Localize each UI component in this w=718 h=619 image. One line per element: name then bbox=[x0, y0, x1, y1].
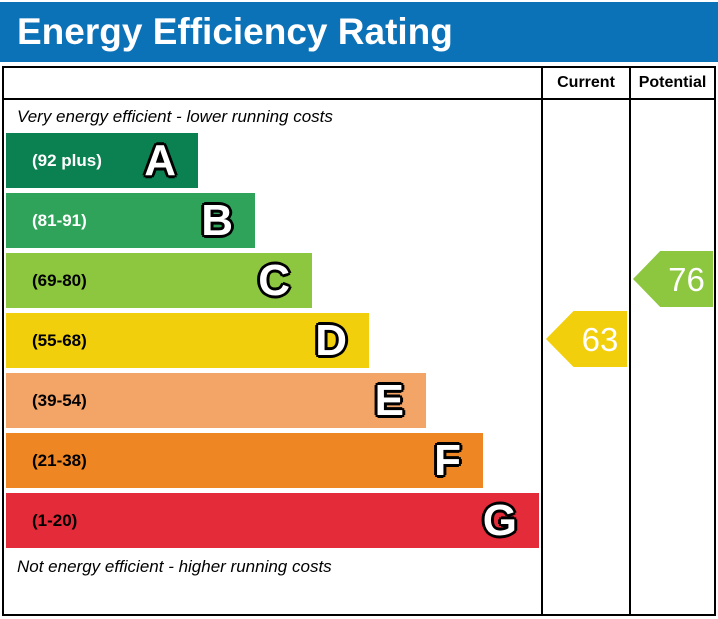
table-header-row bbox=[4, 68, 714, 100]
band-f-range-label: (21-38) bbox=[32, 450, 87, 470]
band-g-letter: G bbox=[482, 495, 517, 545]
potential-column-header: Potential bbox=[638, 74, 707, 91]
band-c-letter: C bbox=[258, 255, 290, 305]
bottom-note: Not energy efficient - higher running co… bbox=[17, 557, 332, 576]
band-row-g: (1-20) G bbox=[6, 493, 539, 548]
band-b-letter: B bbox=[201, 195, 233, 245]
band-row-c: (69-80) C bbox=[6, 253, 312, 308]
band-d-letter: D bbox=[315, 315, 347, 365]
current-column-divider bbox=[541, 68, 543, 614]
chart-title: Energy Efficiency Rating bbox=[17, 11, 453, 52]
band-c-range-label: (69-80) bbox=[32, 270, 87, 290]
band-row-e: (39-54) E bbox=[6, 373, 426, 428]
band-row-a: (92 plus) A bbox=[6, 133, 198, 188]
potential-rating-arrow: 76 bbox=[633, 251, 713, 307]
band-row-d: (55-68) D bbox=[6, 313, 369, 368]
band-e-letter: E bbox=[374, 375, 404, 425]
chart-title-bar: Energy Efficiency Rating bbox=[0, 2, 718, 62]
band-row-b: (81-91) B bbox=[6, 193, 255, 248]
band-a-letter: A bbox=[144, 135, 176, 185]
band-f-letter: F bbox=[434, 435, 461, 485]
band-a-range-label: (92 plus) bbox=[32, 150, 102, 170]
band-g-range-label: (1-20) bbox=[32, 510, 78, 530]
current-rating-arrow: 63 bbox=[546, 311, 627, 367]
potential-column-divider bbox=[629, 68, 631, 614]
band-e-range-label: (39-54) bbox=[32, 390, 87, 410]
potential-rating-value: 76 bbox=[668, 260, 705, 298]
current-column-header: Current bbox=[557, 74, 615, 91]
current-rating-value: 63 bbox=[581, 320, 619, 358]
band-row-f: (21-38) F bbox=[6, 433, 483, 488]
rating-bands: (92 plus) A (81-91) B (69-80) C (55-68) … bbox=[6, 133, 539, 553]
band-b-range-label: (81-91) bbox=[32, 210, 87, 230]
rating-table: Current Potential Very energy efficient … bbox=[2, 66, 716, 616]
top-note: Very energy efficient - lower running co… bbox=[17, 107, 333, 126]
band-d-range-label: (55-68) bbox=[32, 330, 87, 350]
